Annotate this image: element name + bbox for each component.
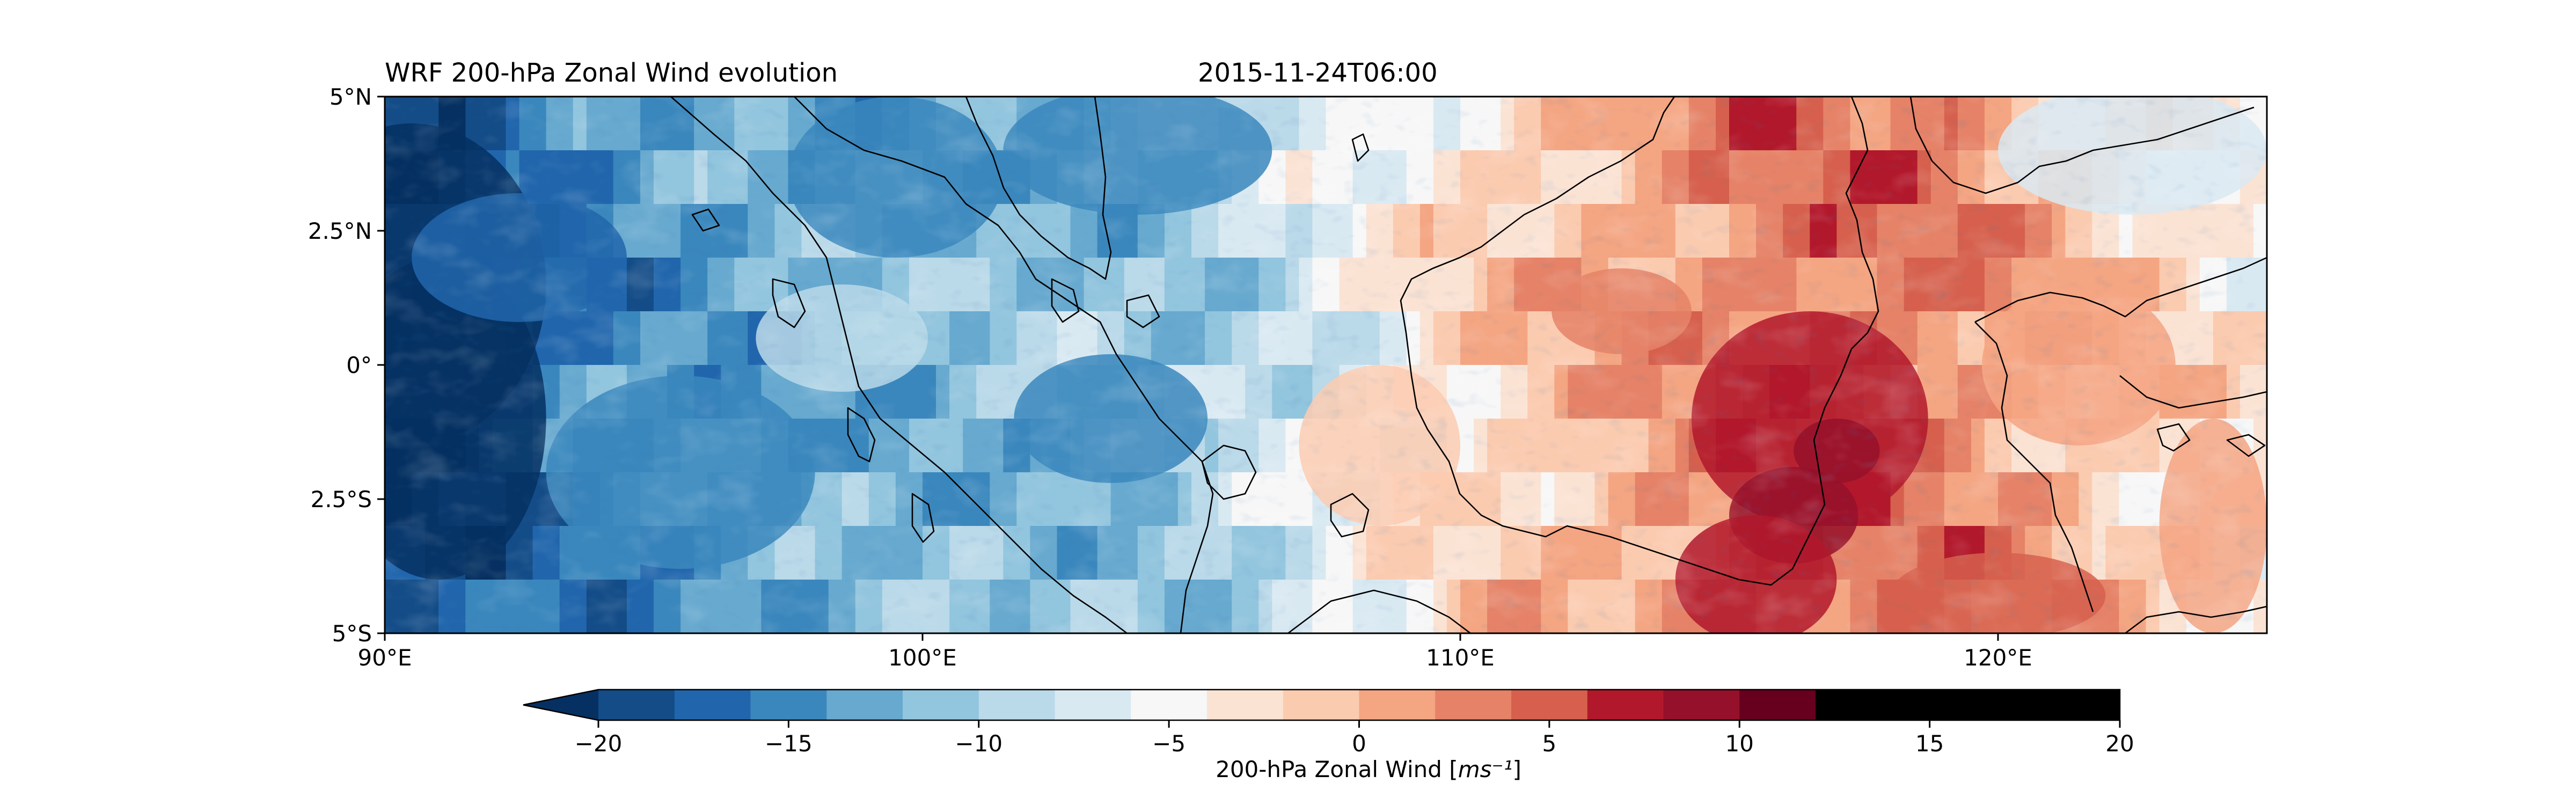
colorbar-bin: [1207, 690, 1284, 720]
colorbar-bin: [750, 690, 827, 720]
y-tick-label: 5°S: [332, 620, 372, 647]
colorbar-bin: [903, 690, 979, 720]
x-tick-label: 110°E: [1426, 645, 1495, 671]
y-axis: 5°N 2.5°N 0° 2.5°S 5°S: [308, 84, 385, 647]
colorbar-tick-label: −10: [955, 730, 1002, 757]
colorbar-tick-label: 0: [1352, 730, 1366, 757]
x-axis: 90°E 100°E 110°E 120°E: [358, 633, 2032, 671]
colorbar-bin: [1435, 690, 1512, 720]
colorbar-extend-min: [523, 690, 598, 720]
colorbar-tick-label: 5: [1542, 730, 1557, 757]
colorbar-bin: [2044, 690, 2120, 720]
x-tick-label: 120°E: [1964, 645, 2032, 671]
colorbar-label: 200-hPa Zonal Wind [ms⁻¹]: [1216, 756, 1521, 782]
coastline-mindanao: [1909, 97, 2255, 194]
coastlines: [670, 97, 2267, 633]
colorbar-bin: [826, 690, 903, 720]
island-riau-1: [1051, 278, 1080, 323]
coastline-sumatra-west: [670, 97, 1128, 633]
colorbar-bin: [1967, 690, 2044, 720]
chart-title: WRF 200-hPa Zonal Wind evolution: [385, 58, 838, 88]
colorbar-bin: [1283, 690, 1360, 720]
coastline-sumatra-east: [794, 97, 1214, 633]
colorbar-label-close: ]: [1513, 756, 1521, 782]
island-riau-2: [1126, 294, 1160, 328]
colorbar-tick-label: −5: [1152, 730, 1185, 757]
island-nias: [772, 278, 806, 328]
colorbar-bin: [978, 690, 1056, 720]
texture-dark: [385, 97, 2267, 633]
island-natuna: [1351, 133, 1370, 162]
coastline-borneo: [1400, 97, 1879, 586]
y-tick-label: 0°: [346, 352, 372, 378]
y-tick-label: 2.5°S: [311, 486, 372, 513]
chart-subtitle: 2015-11-24T06:00: [1198, 58, 1438, 88]
coastline-malay-peninsula: [965, 97, 1112, 280]
colorbar-bin: [1663, 690, 1740, 720]
colorbar-bin: [1739, 690, 1816, 720]
y-tick-label: 2.5°N: [308, 218, 372, 244]
colorbar-bin: [1816, 690, 1892, 720]
colorbar-tick-label: 15: [1915, 730, 1944, 757]
coastline-sulawesi: [1974, 257, 2267, 612]
colorbar-bin: [1587, 690, 1664, 720]
colorbar-bin: [1511, 690, 1588, 720]
colorbar: −20 −15 −10 −5 0 5 10 15 20: [523, 689, 2134, 757]
y-tick-label: 5°N: [330, 84, 372, 110]
island-simeulue: [691, 208, 720, 232]
colorbar-bin: [674, 690, 751, 720]
colorbar-tick-label: −20: [575, 730, 623, 757]
x-tick-label: 90°E: [358, 645, 412, 671]
colorbar-label-unit: ms⁻¹: [1458, 756, 1513, 782]
island-enggano: [911, 493, 935, 543]
colorbar-bin: [1891, 690, 1968, 720]
colorbar-tick-label: 10: [1725, 730, 1754, 757]
x-tick-label: 100°E: [888, 645, 957, 671]
island-belitung: [1330, 493, 1370, 538]
island-bangka: [1201, 444, 1257, 500]
island-banggai: [2156, 423, 2191, 452]
colorbar-bin: [598, 690, 675, 720]
colorbar-tick-label: 20: [2105, 730, 2134, 757]
island-sula: [2226, 434, 2266, 457]
colorbar-bin: [1131, 690, 1208, 720]
map-panel: [385, 97, 2267, 633]
colorbar-bin: [1055, 690, 1131, 720]
colorbar-bin: [1359, 690, 1436, 720]
colorbar-tick-label: −15: [765, 730, 813, 757]
colorbar-label-text: 200-hPa Zonal Wind [: [1216, 756, 1458, 782]
coastline-bali-nusa: [2125, 605, 2267, 633]
coastline-java: [1287, 589, 1471, 633]
island-siberut: [847, 407, 876, 463]
colorbar-outline: [523, 689, 2121, 721]
